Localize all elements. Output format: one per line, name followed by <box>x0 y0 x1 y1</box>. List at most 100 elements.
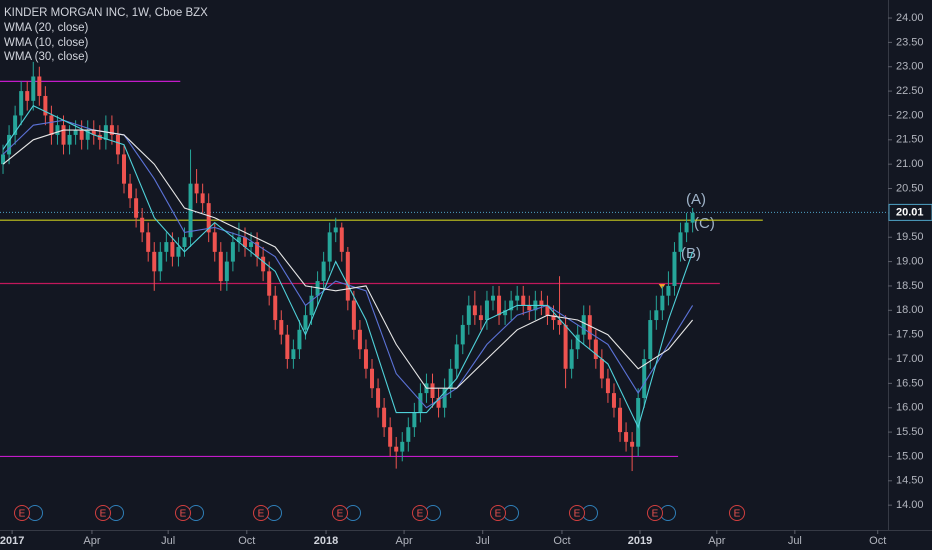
candle-body <box>418 393 423 413</box>
candle-body <box>109 125 114 135</box>
y-tick-label: 19.00 <box>896 255 924 267</box>
candle-body <box>79 130 84 140</box>
candle-body <box>25 91 30 101</box>
candle-body <box>527 305 532 311</box>
candle-body <box>672 251 677 286</box>
candle-body <box>630 441 635 447</box>
y-tick-label: 23.50 <box>896 36 924 48</box>
candle-body <box>509 300 514 311</box>
x-tick-label: Oct <box>869 535 886 547</box>
x-tick-label: Apr <box>396 535 413 547</box>
earnings-marker <box>412 505 428 521</box>
earnings-marker <box>14 505 30 521</box>
candle-body <box>236 237 241 243</box>
candle-body <box>545 305 550 316</box>
candle-body <box>497 295 502 316</box>
candle-body <box>388 427 393 447</box>
candle-body <box>146 232 151 252</box>
candle-body <box>605 378 610 394</box>
candle-body <box>666 285 671 296</box>
candle-body <box>297 329 302 350</box>
earnings-label: E <box>495 509 502 520</box>
candle-body <box>412 412 417 428</box>
candle-body <box>521 295 526 306</box>
x-tick-label: Jul <box>161 535 175 547</box>
candle-body <box>122 154 127 184</box>
y-tick-label: 24.00 <box>896 12 924 24</box>
earnings-marker <box>729 505 745 521</box>
candle-body <box>55 125 60 135</box>
candle-body <box>206 203 211 233</box>
y-tick-label: 15.50 <box>896 426 924 438</box>
candle-body <box>273 295 278 321</box>
candle-body <box>466 305 471 325</box>
x-tick-label: Oct <box>238 535 255 547</box>
y-tick-label: 17.00 <box>896 353 924 365</box>
candle-body <box>115 134 120 155</box>
candle-body <box>321 261 326 282</box>
candle-body <box>224 261 229 282</box>
candle-body <box>49 115 54 135</box>
candle-body <box>400 441 405 452</box>
candle-body <box>309 295 314 316</box>
candle-body <box>339 227 344 252</box>
candle-body <box>636 397 641 447</box>
candle-body <box>345 251 350 301</box>
candle-body <box>363 349 368 369</box>
candle-body <box>333 227 338 233</box>
chart-title: KINDER MORGAN INC, 1W, Cboe BZX <box>4 7 208 19</box>
candle-body <box>43 95 48 116</box>
candle-body <box>152 251 157 272</box>
candle-body <box>430 383 435 398</box>
y-tick-label: 21.00 <box>896 158 924 170</box>
candle-body <box>134 198 139 218</box>
candle-body <box>654 310 659 321</box>
wma-line <box>2 129 694 389</box>
candle-body <box>242 237 247 247</box>
candle-body <box>569 349 574 369</box>
candle-body <box>176 246 181 257</box>
legend-entry: WMA (20, close) <box>4 22 89 34</box>
last-price-box <box>888 203 932 221</box>
candle-body <box>13 115 18 135</box>
y-tick-label: 18.00 <box>896 304 924 316</box>
y-tick-label: 14.50 <box>896 475 924 487</box>
candle-body <box>357 329 362 350</box>
y-tick-label: 14.00 <box>896 499 924 511</box>
earnings-marker <box>490 505 506 521</box>
earnings-marker <box>569 505 585 521</box>
candle-body <box>618 407 623 433</box>
candle-body <box>436 397 441 408</box>
candle-body <box>230 242 235 262</box>
candle-body <box>484 300 489 321</box>
y-tick-label: 22.50 <box>896 85 924 97</box>
candle-body <box>200 193 205 204</box>
candle-body <box>37 76 42 96</box>
candle-body <box>394 446 399 452</box>
candle-body <box>261 256 266 272</box>
candle-body <box>31 76 36 101</box>
y-tick-label: 16.50 <box>896 377 924 389</box>
candle-body <box>170 242 175 257</box>
x-tick-label: 2018 <box>314 535 338 547</box>
candle-body <box>454 344 459 369</box>
candle-body <box>557 320 562 325</box>
candle-body <box>376 388 381 408</box>
x-tick-label: Jul <box>476 535 490 547</box>
wave-label: (C) <box>694 215 715 232</box>
x-tick-label: Jul <box>788 535 802 547</box>
wave-label: (A) <box>686 191 706 208</box>
candle-body <box>255 242 260 257</box>
x-tick-label: 2017 <box>0 535 24 547</box>
candle-body <box>128 183 133 199</box>
candle-body <box>593 339 598 360</box>
candle-body <box>158 251 163 272</box>
earnings-label: E <box>417 509 424 520</box>
candle-body <box>611 393 616 408</box>
candle-body <box>406 427 411 442</box>
earnings-marker <box>175 505 191 521</box>
candle-body <box>182 237 187 247</box>
candle-body <box>61 125 66 145</box>
earnings-label: E <box>337 509 344 520</box>
